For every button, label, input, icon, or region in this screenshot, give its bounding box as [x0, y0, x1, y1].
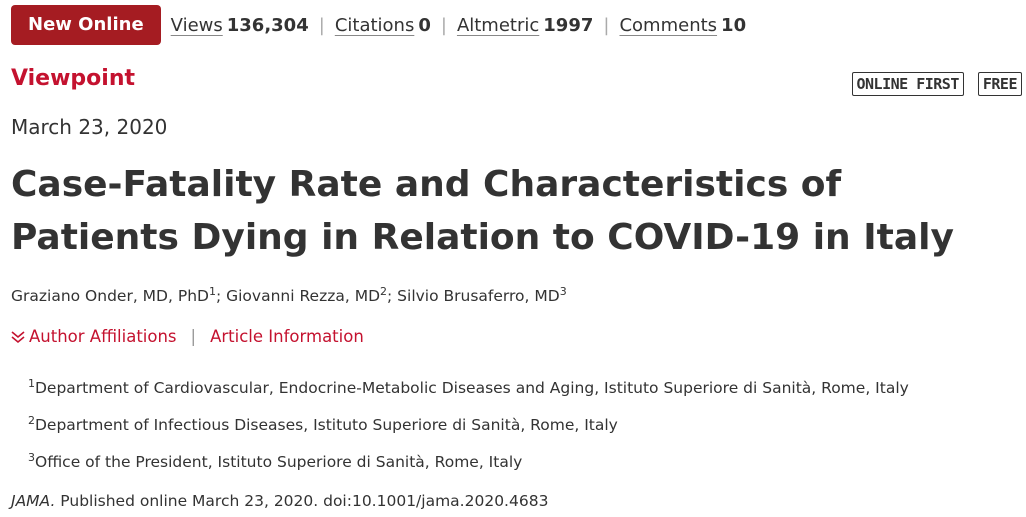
citation-text: Published online March 23, 2020. doi:10.…: [55, 492, 549, 510]
affiliation-text: Department of Infectious Diseases, Istit…: [35, 416, 618, 435]
metric-divider: |: [318, 14, 325, 36]
metric-value: 1997: [543, 14, 594, 36]
affiliation-item: 2Department of Infectious Diseases, Isti…: [28, 409, 909, 446]
metric-value: 10: [721, 14, 747, 36]
article-type: Viewpoint: [11, 66, 136, 91]
online-first-tag: ONLINE FIRST: [851, 72, 964, 96]
journal-name: JAMA.: [11, 492, 56, 510]
metric-value: 0: [418, 14, 431, 36]
metric-comments[interactable]: Comments 10: [619, 15, 746, 36]
metric-label[interactable]: Comments: [619, 14, 718, 36]
affiliation-list: 1Department of Cardiovascular, Endocrine…: [28, 372, 909, 483]
author-affiliations-toggle[interactable]: Author Affiliations: [11, 327, 177, 346]
author-separator: ;: [215, 287, 227, 306]
author-affiliation-ref: 3: [559, 285, 567, 298]
article-information-link[interactable]: Article Information: [210, 327, 364, 346]
article-metrics-bar: New Online Views 136,304 | Citations 0 | A…: [11, 4, 746, 46]
affiliation-item: 3Office of the President, Istituto Super…: [28, 446, 909, 483]
metric-label[interactable]: Altmetric: [456, 14, 540, 36]
publication-date: March 23, 2020: [11, 115, 168, 139]
citation-line: JAMA. Published online March 23, 2020. d…: [11, 492, 548, 510]
article-title: Case-Fatality Rate and Characteristics o…: [11, 164, 954, 258]
affiliation-number: 3: [28, 451, 35, 464]
metric-divider: |: [603, 14, 610, 36]
metric-views[interactable]: Views 136,304: [171, 15, 309, 36]
affiliation-item: 1Department of Cardiovascular, Endocrine…: [28, 372, 909, 409]
metric-divider: |: [440, 14, 447, 36]
new-online-badge: New Online: [11, 5, 161, 45]
article-links: Author Affiliations | Article Informatio…: [11, 327, 364, 346]
author-list: Graziano Onder, MD, PhD1; Giovanni Rezza…: [11, 285, 567, 305]
author-name[interactable]: Graziano Onder, MD, PhD: [11, 287, 209, 306]
chevron-double-down-icon: [11, 330, 25, 343]
metric-value: 136,304: [226, 14, 309, 36]
free-tag: FREE: [977, 72, 1022, 96]
affiliation-text: Office of the President, Istituto Superi…: [35, 453, 523, 472]
article-tags: ONLINE FIRST FREE: [851, 72, 1022, 96]
author-separator: ;: [387, 287, 398, 306]
author-name[interactable]: Silvio Brusaferro, MD: [397, 287, 560, 306]
links-divider: |: [190, 327, 197, 346]
metric-citations[interactable]: Citations 0: [335, 15, 431, 36]
metric-altmetric[interactable]: Altmetric 1997: [457, 15, 593, 36]
author-affiliations-link[interactable]: Author Affiliations: [29, 327, 177, 346]
author-affiliation-ref: 2: [380, 285, 388, 298]
affiliation-number: 1: [28, 377, 35, 390]
affiliation-text: Department of Cardiovascular, Endocrine-…: [35, 379, 909, 398]
author-affiliation-ref: 1: [208, 285, 216, 298]
author-name[interactable]: Giovanni Rezza, MD: [226, 287, 381, 306]
metric-label[interactable]: Views: [170, 14, 223, 36]
metric-label[interactable]: Citations: [334, 14, 415, 36]
affiliation-number: 2: [28, 414, 35, 427]
